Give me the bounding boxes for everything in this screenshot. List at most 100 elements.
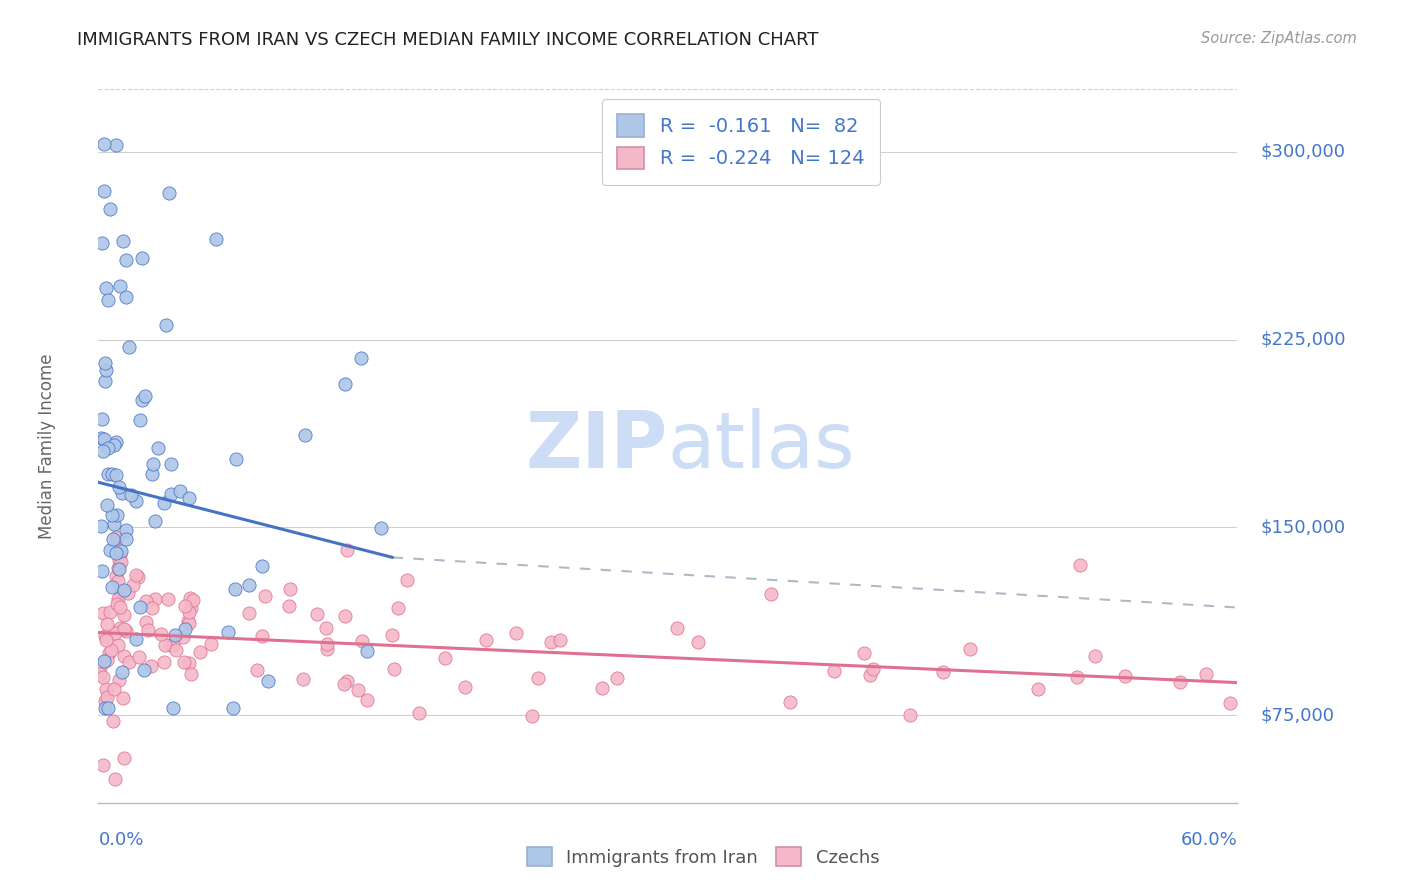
Point [128, 600, 150, 615]
Point [224, 582, 246, 597]
Point [94, 356, 117, 370]
Point [1195, 666, 1218, 681]
Point [128, 649, 150, 664]
Point [90, 431, 112, 445]
Point [93, 694, 115, 708]
Point [759, 587, 782, 601]
Point [396, 574, 419, 588]
Point [315, 637, 337, 651]
Point [97, 700, 120, 714]
Point [108, 547, 131, 561]
Point [91, 758, 114, 772]
Point [115, 624, 138, 638]
Point [108, 621, 131, 635]
Point [238, 578, 260, 592]
Point [181, 593, 204, 607]
Point [1069, 558, 1091, 572]
Point [101, 467, 124, 482]
Point [153, 655, 176, 669]
Point [333, 677, 356, 691]
Point [114, 582, 136, 597]
Point [155, 318, 177, 332]
Point [550, 632, 572, 647]
Point [160, 487, 183, 501]
Point [129, 413, 152, 427]
Point [315, 622, 337, 636]
Point [333, 376, 356, 391]
Point [370, 521, 392, 535]
Point [163, 628, 186, 642]
Point [277, 599, 299, 613]
Point [142, 458, 165, 472]
Point [540, 635, 562, 649]
Point [120, 488, 142, 502]
Point [225, 452, 247, 467]
Point [115, 532, 138, 546]
Point [159, 638, 181, 652]
Point [98, 605, 121, 619]
Point [100, 643, 122, 657]
Point [91, 564, 114, 578]
Point [108, 561, 131, 575]
Point [204, 232, 226, 246]
Point [852, 646, 875, 660]
Point [169, 484, 191, 499]
Point [98, 646, 121, 660]
Point [591, 681, 613, 696]
Legend: R =  -0.161   N=  82, R =  -0.224   N= 124: R = -0.161 N= 82, R = -0.224 N= 124 [602, 99, 880, 185]
Point [179, 657, 201, 671]
Point [107, 591, 129, 606]
Point [112, 750, 135, 764]
Point [200, 637, 222, 651]
Point [96, 690, 118, 705]
Point [96, 617, 118, 632]
Point [188, 645, 211, 659]
Text: $300,000: $300,000 [1260, 143, 1346, 161]
Point [90, 519, 112, 533]
Point [1084, 649, 1107, 664]
Text: 60.0%: 60.0% [1181, 831, 1237, 849]
Point [105, 137, 128, 152]
Point [104, 530, 127, 544]
Point [132, 663, 155, 677]
Point [111, 665, 134, 679]
Point [141, 600, 163, 615]
Point [91, 443, 114, 458]
Point [433, 651, 456, 665]
Point [356, 692, 378, 706]
Point [108, 599, 131, 614]
Point [90, 412, 112, 426]
Point [381, 628, 404, 642]
Point [112, 648, 135, 663]
Point [959, 642, 981, 657]
Point [105, 531, 128, 545]
Point [177, 605, 200, 619]
Point [94, 374, 117, 388]
Point [474, 632, 496, 647]
Point [107, 574, 129, 588]
Point [135, 594, 157, 608]
Point [108, 553, 131, 567]
Point [177, 615, 200, 630]
Point [165, 643, 187, 657]
Point [127, 570, 149, 584]
Point [1219, 696, 1241, 710]
Point [97, 293, 120, 307]
Point [352, 634, 374, 648]
Point [858, 668, 880, 682]
Point [114, 252, 136, 267]
Point [105, 434, 128, 449]
Point [91, 606, 114, 620]
Point [1026, 681, 1049, 696]
Text: 0.0%: 0.0% [98, 831, 143, 849]
Point [117, 655, 139, 669]
Point [94, 362, 117, 376]
Point [454, 680, 477, 694]
Point [93, 628, 115, 642]
Text: $225,000: $225,000 [1260, 331, 1346, 349]
Point [157, 186, 180, 200]
Point [96, 498, 118, 512]
Point [150, 627, 173, 641]
Point [666, 621, 689, 635]
Point [253, 589, 276, 603]
